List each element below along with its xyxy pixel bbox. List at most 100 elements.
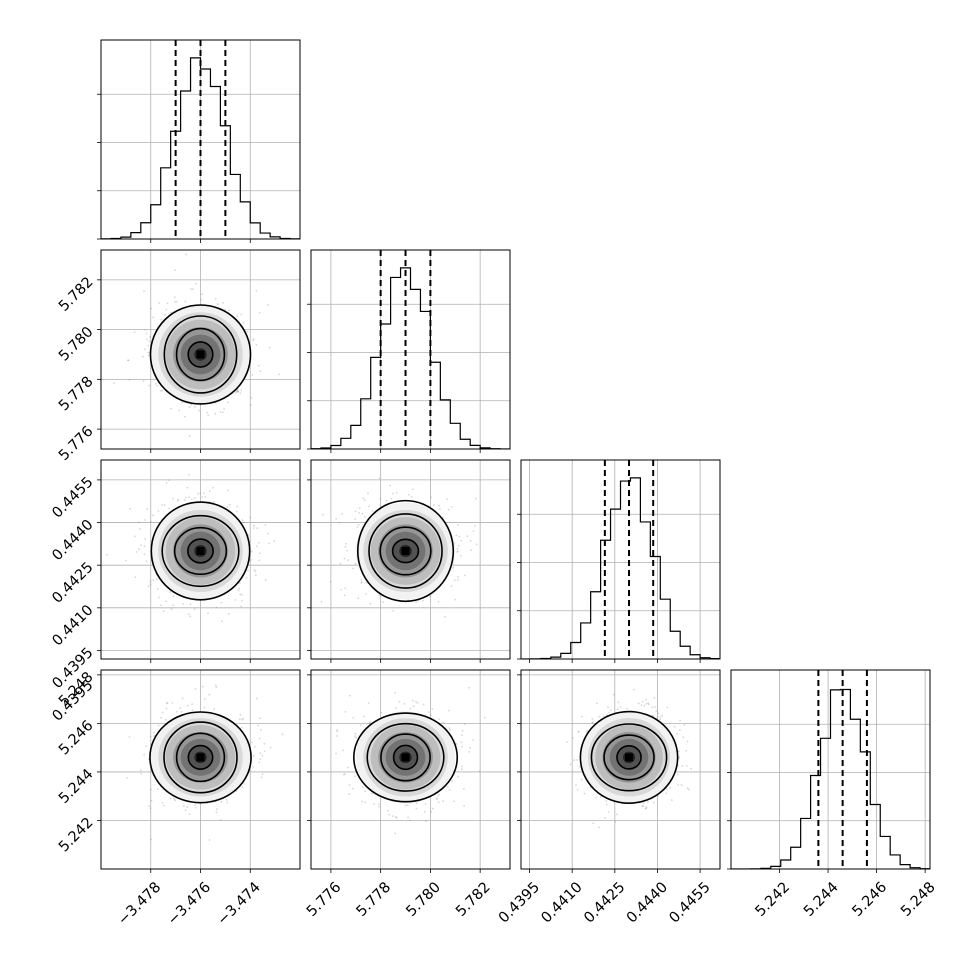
- scatter-point: [403, 703, 406, 705]
- scatter-point: [145, 560, 148, 563]
- scatter-point: [380, 711, 383, 714]
- scatter-point: [653, 696, 656, 699]
- scatter-point: [242, 717, 245, 720]
- scatter-point: [146, 508, 149, 511]
- contour-line: [173, 526, 228, 576]
- scatter-point: [511, 736, 513, 738]
- scatter-point: [446, 498, 448, 501]
- scatter-point: [144, 348, 146, 351]
- scatter-point: [424, 810, 426, 813]
- scatter-point: [252, 338, 255, 340]
- scatter-point: [252, 766, 255, 768]
- scatter-point: [241, 519, 244, 522]
- scatter-point: [273, 540, 276, 543]
- scatter-point: [165, 702, 168, 704]
- scatter-point: [160, 318, 163, 321]
- scatter-point: [363, 499, 366, 501]
- scatter-point: [645, 806, 648, 808]
- scatter-point: [641, 700, 644, 703]
- scatter-point: [201, 496, 204, 498]
- scatter-point: [245, 576, 248, 579]
- scatter-point: [236, 390, 239, 392]
- scatter-point: [352, 716, 355, 719]
- scatter-point: [688, 788, 690, 791]
- scatter-point: [125, 559, 127, 562]
- scatter-point: [213, 708, 216, 710]
- scatter-point: [679, 719, 681, 722]
- scatter-point: [641, 805, 643, 807]
- contour-line: [163, 721, 238, 794]
- scatter-point: [459, 554, 462, 557]
- scatter-point: [194, 282, 197, 285]
- scatter-point: [165, 707, 168, 710]
- scatter-point: [460, 768, 463, 771]
- x-tick-label: 5.780: [403, 879, 444, 920]
- y-tick-label: 5.242: [56, 815, 97, 856]
- scatter-point: [236, 315, 239, 318]
- scatter-point: [450, 585, 453, 587]
- scatter-point: [320, 600, 323, 603]
- scatter-point: [128, 736, 131, 738]
- y-tick-label: 0.4455: [49, 474, 96, 521]
- scatter-point: [152, 579, 155, 582]
- scatter-point: [145, 745, 147, 748]
- scatter-point: [651, 714, 654, 717]
- scatter-point: [475, 543, 478, 546]
- scatter-point: [263, 742, 266, 745]
- scatter-point: [431, 807, 434, 810]
- scatter-point: [437, 795, 439, 797]
- scatter-point: [190, 288, 192, 290]
- x-tick-label: 5.776: [304, 879, 345, 920]
- scatter-point: [430, 496, 432, 499]
- scatter-point: [199, 492, 202, 495]
- scatter-point: [335, 752, 337, 755]
- scatter-point: [431, 708, 434, 710]
- contour-line: [366, 722, 445, 792]
- scatter-point: [394, 816, 397, 818]
- scatter-point: [412, 705, 415, 708]
- scatter-point: [484, 716, 486, 719]
- scatter-panel-3-1: [307, 669, 513, 873]
- scatter-point: [365, 593, 367, 595]
- scatter-point: [460, 539, 463, 542]
- scatter-point: [439, 508, 441, 510]
- x-tick-label: 5.782: [453, 879, 494, 920]
- scatter-point: [190, 404, 193, 406]
- scatter-point: [267, 304, 270, 306]
- scatter-point: [261, 754, 264, 757]
- scatter-point: [215, 606, 218, 609]
- scatter-point: [626, 707, 628, 710]
- scatter-point: [336, 729, 338, 732]
- scatter-point: [676, 732, 679, 735]
- scatter-point: [168, 479, 170, 481]
- y-tick-label: 5.246: [56, 718, 97, 759]
- scatter-point: [263, 750, 266, 753]
- panel-frame: [520, 459, 721, 660]
- scatter-point: [657, 794, 660, 797]
- scatter-point: [268, 542, 270, 545]
- histogram-panel-1: [307, 249, 511, 453]
- scatter-point: [360, 581, 363, 583]
- scatter-point: [193, 608, 196, 610]
- scatter-point: [140, 544, 142, 546]
- scatter-point: [172, 595, 175, 597]
- scatter-point: [241, 718, 244, 721]
- scatter-point: [453, 800, 455, 803]
- scatter-point: [156, 385, 158, 387]
- scatter-point: [228, 612, 230, 615]
- scatter-point: [149, 580, 152, 583]
- scatter-point: [207, 612, 209, 615]
- scatter-point: [368, 722, 371, 724]
- scatter-point: [683, 723, 686, 726]
- scatter-point: [188, 496, 191, 499]
- scatter-point: [227, 489, 230, 492]
- scatter-point: [224, 308, 227, 311]
- scatter-point: [577, 730, 580, 733]
- scatter-point: [278, 373, 280, 376]
- scatter-point: [348, 793, 351, 796]
- scatter-point: [340, 588, 343, 591]
- scatter-point: [592, 822, 595, 825]
- contour-line: [175, 327, 226, 382]
- scatter-point: [150, 307, 153, 310]
